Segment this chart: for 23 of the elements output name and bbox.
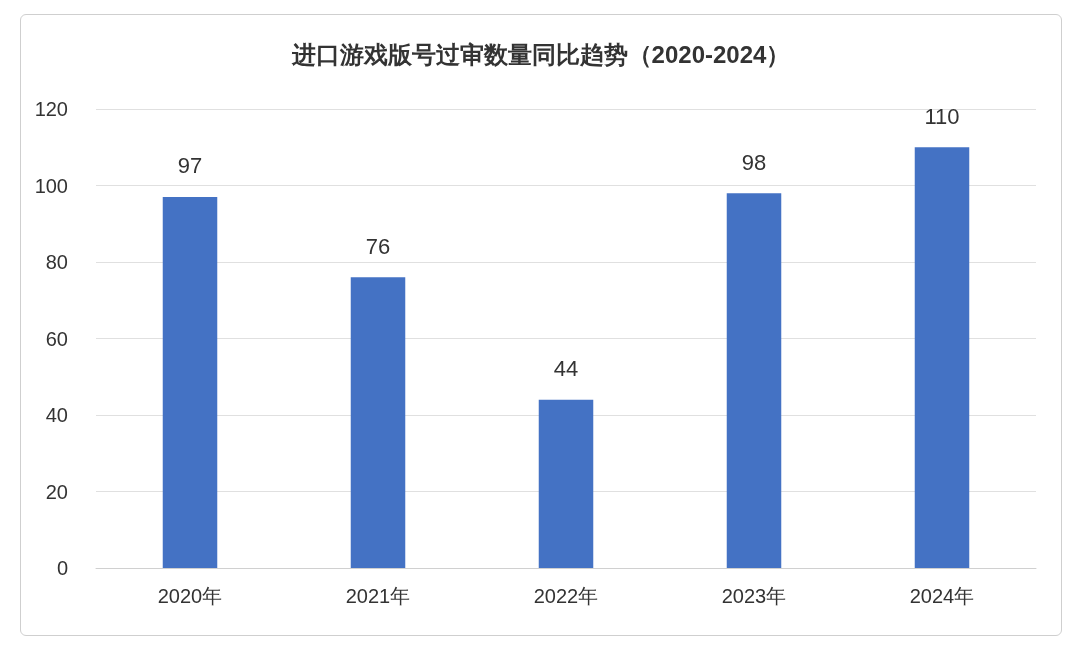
data-label: 98	[741, 149, 767, 175]
x-tick-label: 2020年	[157, 585, 223, 607]
bar	[350, 277, 406, 568]
x-tick-label: 2021年	[345, 585, 411, 607]
data-label: 97	[177, 153, 203, 179]
y-tick-label: 80	[45, 251, 68, 273]
data-label: 76	[365, 233, 391, 259]
x-tick-label: 2024年	[909, 585, 975, 607]
bar	[162, 196, 218, 568]
y-tick-label: 60	[45, 327, 68, 350]
data-label: 110	[924, 103, 960, 129]
chart-title: 进口游戏版号过审数量同比趋势（2020-2024）	[290, 40, 791, 68]
y-tick-label: 120	[34, 98, 68, 120]
x-tick-label: 2023年	[721, 585, 787, 607]
data-label: 44	[553, 356, 579, 382]
bar	[726, 193, 782, 568]
bar	[914, 147, 970, 568]
y-tick-label: 20	[45, 480, 68, 503]
x-tick-label: 2022年	[533, 585, 599, 607]
y-tick-label: 100	[34, 174, 68, 197]
y-tick-label: 40	[45, 404, 68, 426]
bar	[538, 399, 594, 568]
y-tick-label: 0	[56, 557, 68, 579]
